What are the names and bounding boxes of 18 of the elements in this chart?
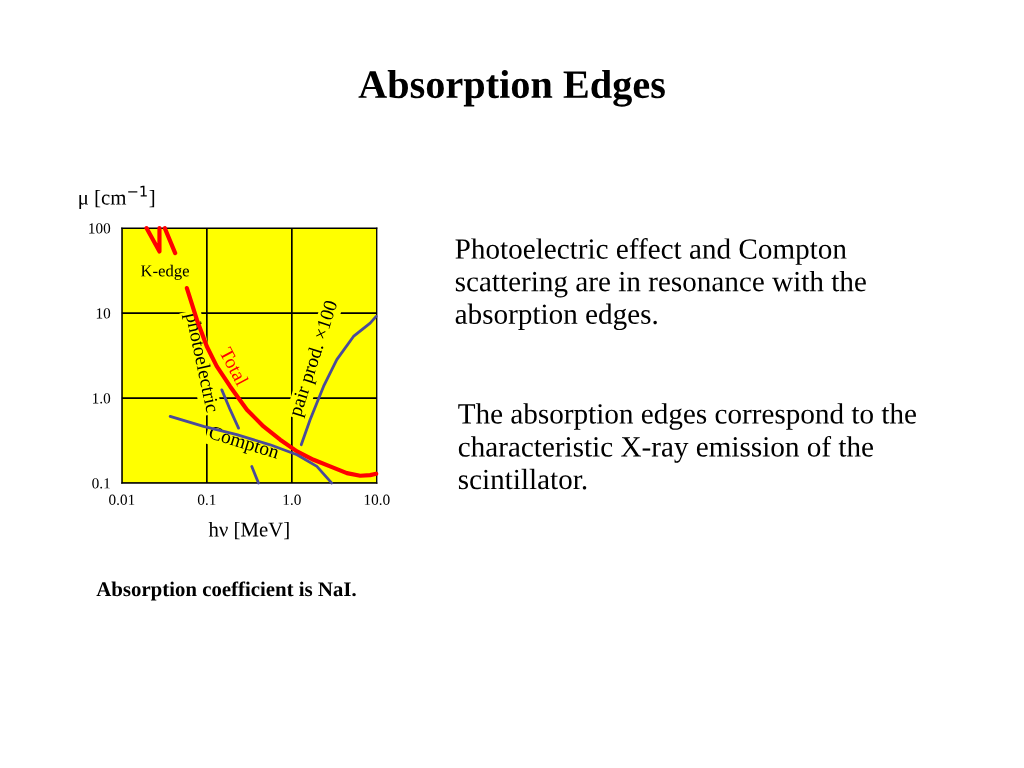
text: The absorption edges correspond to the characteristic X-ray emission of the scintillator. (458, 403, 916, 490)
annotation: K-edge (140, 264, 189, 280)
text: Photoelectric effect and Compton scattering are in resonance with the absorption edges. (455, 238, 866, 331)
y-tick-label: 1.0 (92, 393, 111, 404)
x-tick-label: 10.0 (364, 494, 390, 505)
y-axis-title: μ [cm$^{−1}$] (79, 185, 155, 209)
x-tick-label: 0.1 (197, 494, 216, 505)
y-tick-label: 10 (96, 308, 111, 319)
text: Absorption coefficient is NaI. (96, 581, 356, 601)
text: Total (218, 345, 250, 387)
text: pair prod. ×100 (287, 299, 342, 419)
y-tick-label: 100 (89, 223, 111, 234)
x-axis-title: hν [MeV] (208, 521, 289, 540)
y-tick-label: 0.1 (92, 478, 110, 489)
text: Absorption Edges (358, 69, 665, 107)
text: Compton (207, 425, 281, 463)
x-tick-label: 0.01 (109, 494, 135, 505)
x-tick-label: 1.0 (283, 494, 301, 505)
